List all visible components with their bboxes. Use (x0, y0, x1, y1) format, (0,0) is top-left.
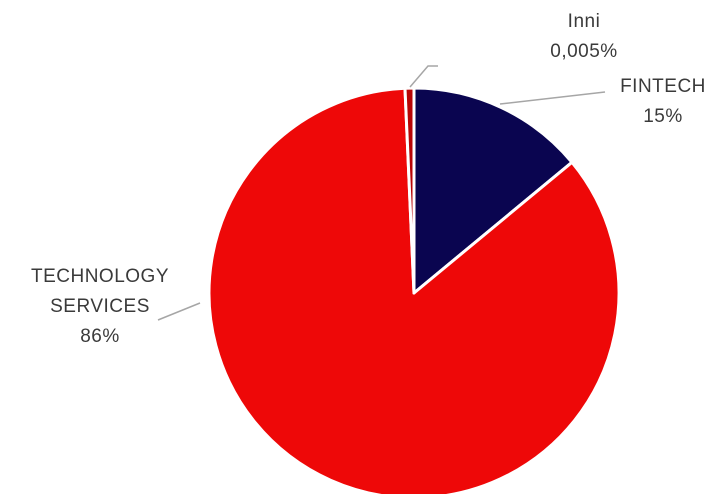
leader-lines (157, 65, 606, 321)
pie-slices (207, 86, 621, 494)
slice-category-label: Inni (568, 11, 601, 32)
pie-slice-inni (403, 86, 416, 295)
slice-value-label: 86% (80, 326, 120, 347)
leader-line (409, 65, 438, 88)
slice-label: TECHNOLOGY SERVICES 86% (31, 266, 169, 347)
leader-line (157, 302, 201, 321)
pie-slice-technology-services (207, 86, 621, 494)
slice-value-label: 15% (643, 106, 683, 127)
leader-line (499, 91, 606, 105)
slice-category-label: FINTECH (620, 76, 706, 97)
slice-label: Inni 0,005% (550, 11, 617, 62)
pie-slice-fintech (412, 86, 574, 295)
slice-category-label: TECHNOLOGY (31, 266, 169, 287)
slice-value-label: 0,005% (550, 41, 617, 62)
slice-labels: FINTECH 15% TECHNOLOGY SERVICES 86% Inni 0,005… (31, 11, 706, 347)
slice-category-label: SERVICES (50, 296, 150, 317)
slice-label: FINTECH 15% (620, 76, 706, 127)
